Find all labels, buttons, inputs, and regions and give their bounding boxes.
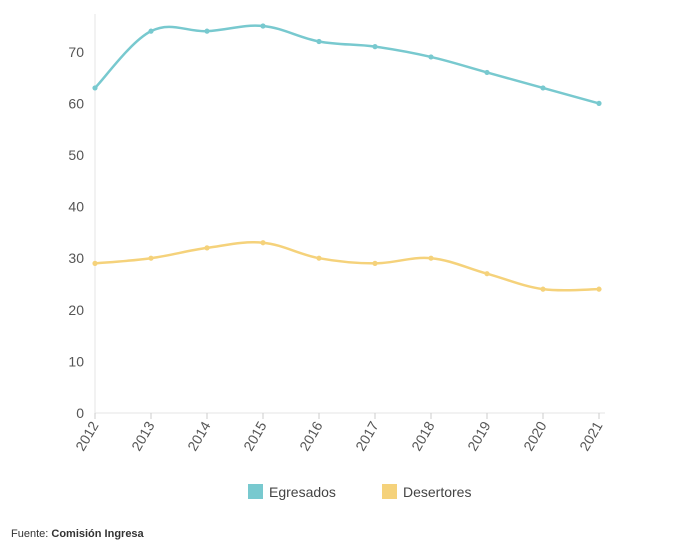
data-point-egresados	[260, 23, 266, 29]
y-tick-label: 10	[68, 353, 84, 369]
y-tick-label: 40	[68, 199, 84, 215]
x-tick-label: 2012	[72, 418, 102, 453]
x-tick-label: 2018	[408, 418, 438, 453]
y-tick-label: 60	[68, 95, 84, 111]
y-axis-ticks: 0 10 20 30 40 50 60 70	[68, 44, 84, 421]
chart-axes	[94, 14, 605, 414]
y-tick-label: 50	[68, 147, 84, 163]
data-point-desertores	[260, 240, 266, 246]
x-axis-ticks: 2012 2013 2014 2015 2016 2017 2018 2019 2020 2021	[72, 413, 606, 453]
x-tick-label: 2019	[464, 418, 494, 453]
legend-label-desertores: Desertores	[403, 484, 471, 500]
y-tick-label: 0	[76, 405, 84, 421]
data-point-egresados	[428, 54, 434, 60]
data-point-egresados	[316, 38, 322, 45]
y-tick-label: 20	[68, 302, 84, 318]
data-point-egresados	[92, 85, 98, 91]
data-point-egresados	[372, 44, 378, 50]
source-note: Fuente: Comisión Ingresa	[11, 528, 144, 540]
data-point-desertores	[484, 271, 490, 277]
data-point-desertores	[148, 255, 154, 261]
source-prefix: Fuente:	[11, 528, 49, 540]
legend-label-egresados: Egresados	[269, 484, 336, 500]
data-point-egresados	[540, 85, 546, 91]
x-tick-label: 2016	[296, 418, 326, 453]
data-point-egresados	[484, 69, 490, 76]
data-point-desertores	[204, 245, 210, 251]
y-tick-label: 70	[68, 44, 84, 60]
x-tick-label: 2017	[352, 418, 382, 453]
x-tick-label: 2020	[520, 418, 550, 453]
series-line-egresados	[94, 24, 600, 105]
legend: Egresados Desertores	[248, 484, 471, 500]
series-line-desertores	[94, 241, 600, 292]
x-tick-label: 2015	[240, 418, 270, 453]
x-tick-label: 2013	[128, 418, 158, 453]
legend-swatch-egresados	[248, 484, 263, 499]
x-tick-label: 2014	[184, 418, 214, 453]
x-tick-label: 2021	[576, 418, 606, 453]
legend-swatch-desertores	[382, 484, 397, 499]
data-point-desertores	[596, 286, 602, 292]
data-point-egresados	[204, 28, 210, 34]
chart-series	[92, 23, 602, 292]
source-name: Comisión Ingresa	[51, 528, 144, 540]
data-point-desertores	[92, 260, 98, 266]
data-point-desertores	[540, 286, 546, 292]
data-point-desertores	[372, 260, 378, 266]
data-point-desertores	[428, 255, 434, 261]
data-point-egresados	[596, 100, 602, 106]
data-point-desertores	[316, 255, 322, 261]
y-tick-label: 30	[68, 250, 84, 266]
data-point-egresados	[148, 28, 154, 34]
